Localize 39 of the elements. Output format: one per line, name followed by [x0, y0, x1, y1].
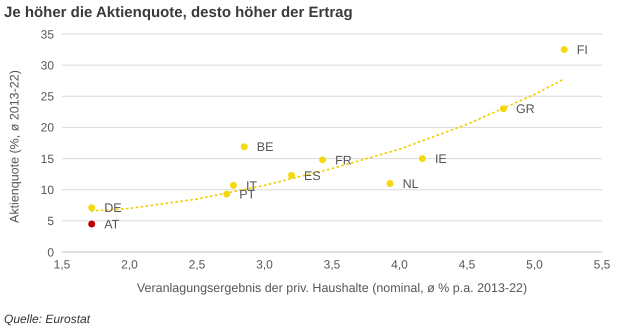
point [288, 172, 295, 179]
series-label: IE [434, 152, 447, 166]
x-tick-label: 1,5 [54, 258, 71, 272]
y-tick-label: 35 [40, 27, 54, 42]
series-label: FI [576, 43, 588, 58]
x-axis-title: Veranlagungsergebnis der priv. Haushalte (nominal, ø % p.a. 2013-22) [136, 281, 528, 295]
point [560, 46, 568, 54]
point [88, 220, 96, 228]
point [386, 180, 394, 187]
y-tick-label: 5 [47, 214, 54, 228]
y-tick-label: 15 [40, 152, 54, 166]
series-label: FR [335, 153, 352, 168]
y-tick-label: 30 [40, 58, 54, 72]
point [319, 156, 326, 164]
x-tick-label: 2,0 [121, 258, 138, 272]
point [240, 143, 248, 150]
series-label: NL [402, 176, 419, 191]
x-tick-label: 4,0 [391, 258, 408, 272]
y-tick-label: 25 [40, 90, 54, 104]
x-tick-label: 5,5 [594, 258, 611, 272]
y-axis-title: Aktienquote (%, ø 2013-22) [7, 70, 22, 223]
series-label: GR [516, 102, 535, 116]
source-note: Quelle: Eurostat [4, 312, 90, 326]
chart-title: Je höher die Aktienquote, desto höher der Ertrag [4, 4, 353, 21]
x-tick-label: 5,0 [526, 258, 544, 272]
y-tick-label: 0 [47, 245, 54, 260]
point [418, 155, 426, 162]
series-label: DE [104, 201, 122, 216]
x-tick-label: 4,5 [458, 258, 476, 272]
series-label: AT [104, 217, 120, 232]
y-tick-label: 20 [40, 120, 54, 135]
series-label: ES [304, 168, 321, 183]
point [88, 204, 96, 212]
x-tick-label: 3,5 [324, 258, 341, 272]
point [230, 182, 237, 189]
x-tick-label: 3,0 [256, 258, 274, 272]
y-tick-label: 10 [40, 182, 54, 197]
x-tick-label: 2,5 [188, 258, 206, 272]
series-label: BE [256, 140, 274, 154]
